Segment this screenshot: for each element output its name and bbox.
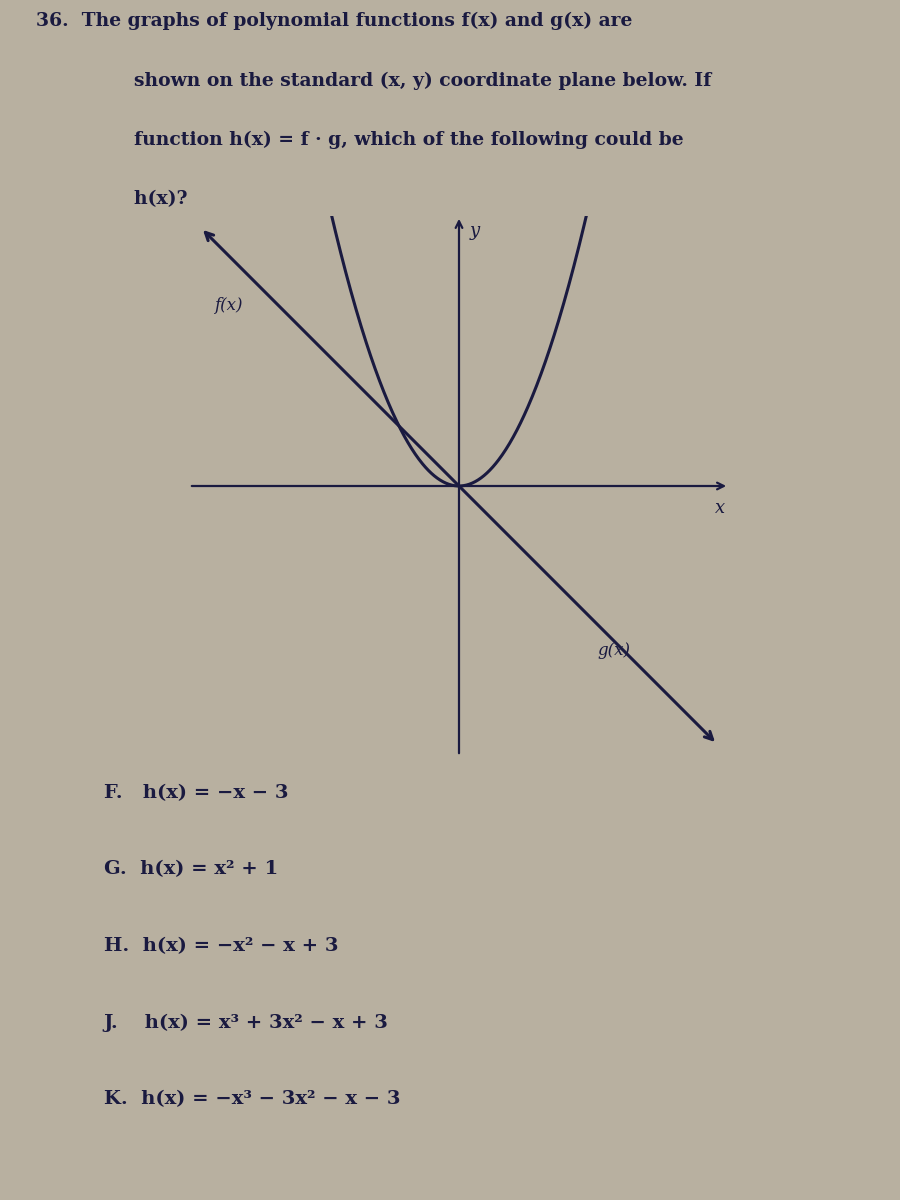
Text: shown on the standard (x, y) coordinate plane below. If: shown on the standard (x, y) coordinate … bbox=[95, 72, 712, 90]
Text: J.    h(x) = x³ + 3x² − x + 3: J. h(x) = x³ + 3x² − x + 3 bbox=[104, 1014, 389, 1032]
Text: K.  h(x) = −x³ − 3x² − x − 3: K. h(x) = −x³ − 3x² − x − 3 bbox=[104, 1091, 400, 1109]
Text: G.  h(x) = x² + 1: G. h(x) = x² + 1 bbox=[104, 860, 278, 878]
Text: h(x)?: h(x)? bbox=[95, 190, 188, 209]
Text: F.   h(x) = −x − 3: F. h(x) = −x − 3 bbox=[104, 784, 288, 802]
Text: function h(x) = f · g, which of the following could be: function h(x) = f · g, which of the foll… bbox=[95, 131, 684, 149]
Text: H.  h(x) = −x² − x + 3: H. h(x) = −x² − x + 3 bbox=[104, 937, 338, 955]
Text: f(x): f(x) bbox=[214, 298, 243, 314]
Text: 36.  The graphs of polynomial functions f(x) and g(x) are: 36. The graphs of polynomial functions f… bbox=[36, 12, 633, 30]
Text: g(x): g(x) bbox=[597, 642, 630, 659]
Text: x: x bbox=[715, 499, 725, 517]
Text: y: y bbox=[470, 222, 480, 240]
